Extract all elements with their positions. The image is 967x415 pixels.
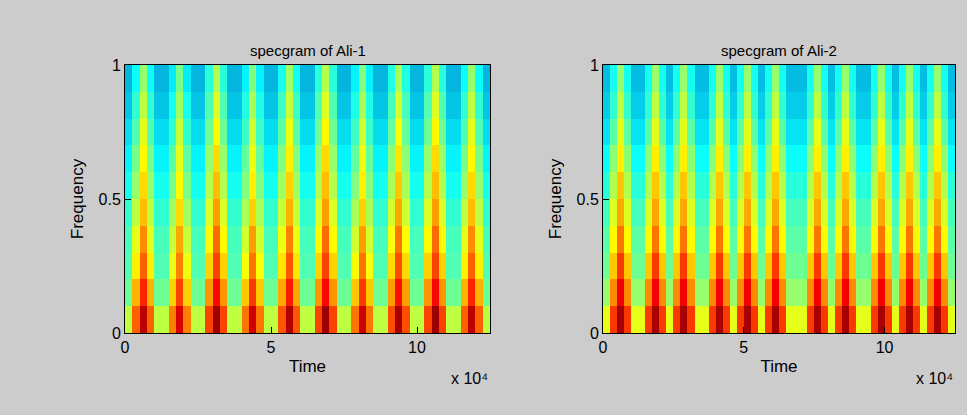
svg-text:10: 10 — [876, 339, 894, 356]
svg-text:1: 1 — [590, 57, 599, 74]
svg-text:specgram of Ali-2: specgram of Ali-2 — [721, 42, 837, 59]
svg-text:0: 0 — [599, 339, 608, 356]
svg-text:0.5: 0.5 — [577, 191, 599, 208]
svg-text:x 10⁴: x 10⁴ — [916, 370, 953, 387]
svg-text:10: 10 — [408, 339, 426, 356]
svg-text:0: 0 — [121, 339, 130, 356]
svg-text:Time: Time — [289, 357, 326, 376]
svg-text:Frequency: Frequency — [546, 158, 565, 239]
svg-text:0.5: 0.5 — [99, 191, 121, 208]
svg-text:specgram of Ali-1: specgram of Ali-1 — [250, 42, 366, 59]
svg-text:0: 0 — [590, 325, 599, 342]
svg-text:0: 0 — [112, 325, 121, 342]
svg-text:x 10⁴: x 10⁴ — [451, 370, 488, 387]
svg-text:Frequency: Frequency — [68, 158, 87, 239]
svg-text:5: 5 — [739, 339, 748, 356]
svg-text:5: 5 — [267, 339, 276, 356]
svg-text:Time: Time — [760, 357, 797, 376]
svg-text:1: 1 — [112, 57, 121, 74]
